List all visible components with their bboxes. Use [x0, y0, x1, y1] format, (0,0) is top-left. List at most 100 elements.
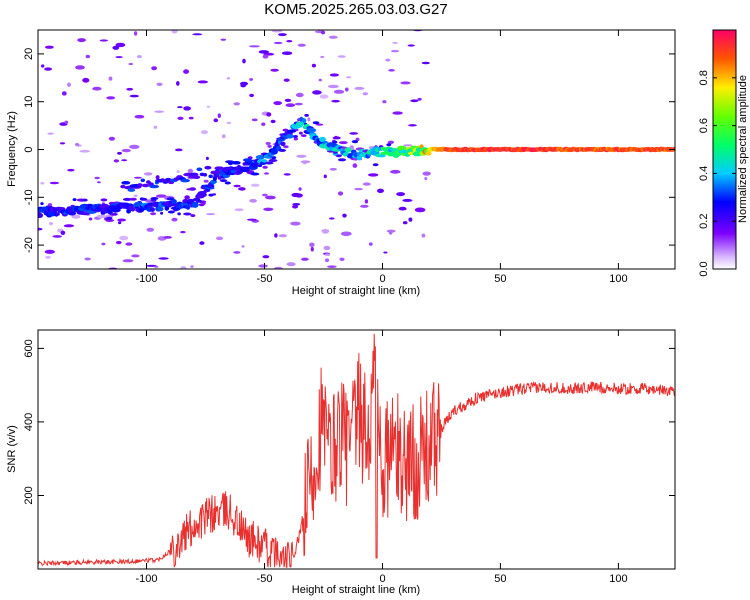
spectrogram-y-label: Frequency (Hz) [6, 111, 18, 187]
y-tick-label: 10 [23, 96, 35, 108]
spectrogram-cell [238, 187, 246, 191]
spectrogram-cell [281, 51, 293, 55]
spectrogram-cell [180, 230, 186, 234]
x-tick-label: -100 [135, 573, 157, 585]
spectrogram-cell [271, 156, 277, 160]
spectrogram-cell [258, 264, 268, 268]
colorbar-ticks: 0.0 0.2 0.4 0.6 0.8 [698, 70, 736, 277]
colorbar-tick-label: 0.0 [698, 261, 710, 276]
spectrogram-cell [206, 105, 210, 108]
spectrogram-cell [155, 194, 167, 198]
spectrogram-cell [337, 191, 344, 196]
spectrogram-cell [71, 214, 81, 219]
spectrogram-cell [329, 73, 339, 77]
spectrogram-cell [100, 198, 108, 202]
spectrogram-cell [228, 161, 233, 166]
spectrogram-cell [47, 132, 54, 135]
spectrogram-cell [268, 159, 278, 162]
spectrogram-cell [378, 154, 386, 158]
spectrogram-cell [217, 113, 221, 119]
spectrogram-cell [310, 246, 314, 252]
spectrogram-cell [154, 110, 165, 113]
spectrogram-cell [48, 203, 52, 207]
spectrogram-cell [295, 92, 304, 98]
spectrogram-cell [262, 255, 270, 259]
spectrogram-cell [125, 242, 133, 246]
spectrogram-cell [278, 148, 286, 152]
y-tick-label: 0 [23, 146, 35, 152]
spectrogram-cell [298, 187, 302, 191]
spectrogram-cell [286, 40, 293, 43]
snr-x-ticks: -100 -50 0 50 100 [135, 330, 628, 585]
spectrogram-cell [398, 206, 407, 211]
spectrogram-cell [215, 236, 224, 241]
spectrogram-cell [116, 240, 122, 245]
spectrogram-cell [383, 251, 388, 254]
spectrogram-cell [219, 171, 225, 176]
spectrogram-cell [146, 264, 157, 267]
spectrogram-cell [250, 183, 260, 187]
spectrogram-cell [155, 206, 164, 212]
spectrogram-cell [146, 227, 155, 232]
snr-series-line [38, 333, 675, 568]
spectrogram-cell [324, 258, 330, 263]
spectrogram-cell [407, 44, 415, 47]
spectrogram-cell [201, 130, 208, 135]
spectrogram-cell [67, 168, 75, 172]
spectrogram-cell [177, 116, 184, 121]
colorbar: 0.0 0.2 0.4 0.6 0.8 Normalized spectral ampl… [698, 29, 749, 277]
spectrogram-cell [265, 141, 271, 146]
spectrogram-cell [185, 204, 191, 210]
spectrogram-cell [205, 156, 209, 161]
spectrogram-cell [160, 211, 164, 215]
spectrogram-cell [338, 141, 348, 145]
spectrogram-cell [390, 169, 401, 174]
spectrogram-cell [164, 177, 172, 182]
spectrogram-cell [153, 125, 158, 129]
spectrogram-cell [397, 145, 407, 151]
spectrogram-cell [320, 30, 326, 35]
spectrogram-cell [133, 176, 142, 179]
spectrogram-cell [150, 197, 159, 200]
spectrogram-cell [284, 98, 292, 102]
spectrogram-cell [283, 78, 290, 82]
spectrogram-cell [88, 217, 93, 221]
spectrogram-cell [190, 265, 194, 268]
spectrogram-cell [106, 96, 116, 100]
spectrogram-cell [129, 144, 140, 149]
spectrogram-cell [327, 84, 339, 89]
spectrogram-cell [421, 61, 430, 65]
spectrogram-cell [45, 45, 54, 49]
spectrogram-cell [64, 120, 69, 125]
spectrogram-cell [337, 55, 346, 58]
x-tick-label: -50 [257, 273, 273, 285]
spectrogram-cell [134, 114, 145, 119]
spectrogram-cell [115, 42, 126, 48]
spectrogram-cell [192, 33, 203, 36]
y-tick-label: 600 [23, 339, 35, 357]
spectrogram-cell [41, 64, 45, 68]
spectrogram-cell [129, 197, 137, 201]
spectrogram-cell [177, 106, 183, 109]
spectrogram-cell [280, 141, 286, 146]
spectrogram-cell [337, 158, 347, 162]
spectrogram-cell [247, 161, 253, 165]
spectrogram-cell [408, 217, 413, 222]
spectrogram-cell [286, 129, 297, 133]
spectrogram-y-ticks: -20 -10 0 10 20 [23, 48, 675, 253]
x-tick-label: -50 [257, 573, 273, 585]
spectrogram-cell [230, 169, 237, 174]
spectrogram-x-label: Height of straight line (km) [292, 285, 420, 297]
spectrogram-cell [151, 66, 158, 71]
x-tick-label: 100 [609, 573, 627, 585]
spectrogram-cell [250, 172, 260, 176]
spectrogram-cell [270, 148, 278, 155]
spectrogram-cell [388, 69, 395, 72]
spectrogram-cell [312, 121, 320, 125]
spectrogram-cell [233, 102, 240, 106]
spectrogram-cell [219, 179, 228, 183]
spectrogram-cell [333, 89, 345, 94]
spectrogram-cell [258, 50, 269, 54]
